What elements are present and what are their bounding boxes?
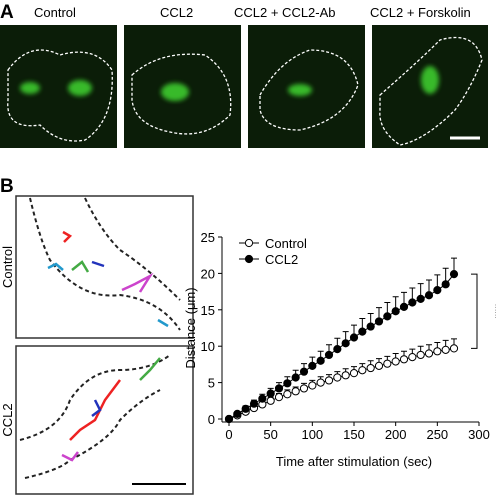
data-point [349,369,359,378]
image-label: CCL2 [160,5,193,20]
data-point [399,355,409,364]
image-label: Control [34,5,76,20]
data-point [324,350,334,360]
data-point [433,347,442,356]
series-line [228,273,455,420]
y-axis-label: Distance (μm) [183,287,198,368]
legend-marker [244,254,254,264]
panel-label: B [0,176,14,197]
data-point [441,280,450,289]
data-point [341,371,350,380]
data-point [258,394,267,403]
significance-bracket [471,273,478,349]
y-tick-label: 10 [201,339,215,354]
data-point [333,345,342,354]
panel-label: A [0,2,14,23]
data-point [283,390,292,399]
x-tick-label: 250 [426,427,448,442]
data-point [449,344,459,353]
x-tick-label: 50 [263,427,277,442]
data-point [291,387,300,396]
track-label: Control [0,246,15,288]
data-point [349,333,359,342]
data-point [358,366,367,375]
data-point [299,367,309,376]
data-point [358,327,367,336]
data-point [424,349,434,358]
legend-label: CCL2 [265,252,298,267]
x-tick-label: 0 [225,427,232,442]
significance: *** [488,304,496,319]
data-point [366,363,375,373]
data-point [291,373,300,382]
data-point [441,345,450,354]
data-point [266,389,275,398]
x-axis-label: Time after stimulation (sec) [276,454,432,469]
data-point [299,384,309,393]
data-point [283,379,292,388]
data-point [391,357,400,366]
data-point [416,294,425,303]
x-tick-label: 100 [301,427,323,442]
data-point [399,302,409,311]
data-point [324,376,334,385]
image-label: CCL2 + CCL2-Ab [234,5,336,20]
data-point [233,409,242,419]
data-point [308,381,317,390]
y-tick-label: 15 [201,303,215,318]
data-point [408,353,417,362]
y-tick-label: 0 [208,412,215,427]
x-tick-label: 150 [343,427,365,442]
data-point [333,373,342,382]
series-line [228,347,455,420]
data-point [316,356,325,365]
track-label: CCL2 [0,403,15,436]
data-point [433,286,442,295]
x-tick-label: 300 [468,427,490,442]
data-point [391,307,400,316]
data-point [274,393,284,402]
data-point [241,404,250,413]
data-point [249,399,259,408]
y-tick-label: 25 [201,230,215,245]
y-tick-label: 20 [201,266,215,281]
data-point [416,350,425,360]
y-tick-label: 5 [208,376,215,391]
data-point [341,339,350,348]
micrographs [0,25,488,148]
data-point [274,384,284,393]
data-point [383,359,392,368]
data-point [408,298,417,307]
image-label: CCL2 + Forskolin [370,5,471,20]
legend-label: Control [265,236,307,251]
data-point [449,270,459,279]
data-point [308,361,317,370]
legend-marker [244,238,254,248]
x-tick-label: 200 [385,427,407,442]
data-point [316,378,325,387]
data-point [374,317,384,326]
data-point [424,291,434,300]
data-point [374,361,384,370]
data-point [224,414,234,424]
data-point [366,322,375,331]
data-point [383,312,392,321]
data-point [266,396,275,405]
track-images [15,195,194,495]
